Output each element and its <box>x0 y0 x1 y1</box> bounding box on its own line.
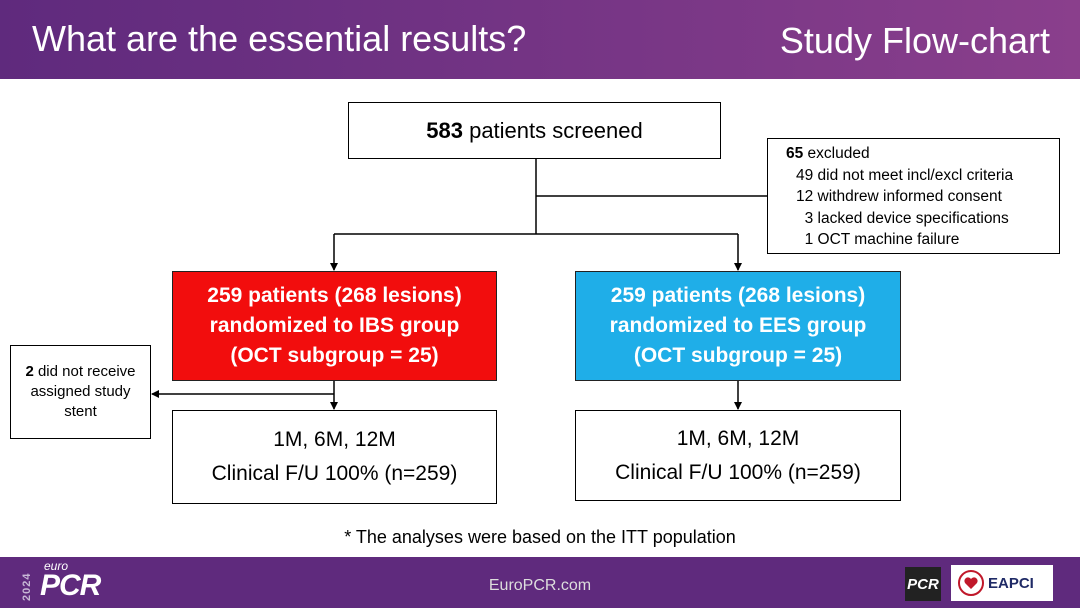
excluded-reason: 49 did not meet incl/excl criteria <box>796 166 1014 184</box>
followup-rate: Clinical F/U 100% (n=259) <box>615 460 861 484</box>
excluded-label: excluded <box>803 145 870 162</box>
excluded-reason: 3 lacked device specifications <box>796 209 1009 227</box>
excluded-box: 65 excluded 49 did not meet incl/excl cr… <box>767 138 1060 254</box>
ees-line: (OCT subgroup = 25) <box>633 344 843 367</box>
excluded-reason: 1 OCT machine failure <box>796 231 960 248</box>
screened-box: 583 patients screened <box>348 102 721 159</box>
ees-group-box: 259 patients (268 lesions) randomized to… <box>575 271 901 381</box>
screened-label: patients screened <box>462 117 643 143</box>
europcr-logo: PCR <box>40 569 101 602</box>
footnote: * The analyses were based on the ITT pop… <box>344 527 736 547</box>
followup-ees-box: 1M, 6M, 12M Clinical F/U 100% (n=259) <box>575 410 901 501</box>
followup-ibs-box: 1M, 6M, 12M Clinical F/U 100% (n=259) <box>172 410 497 504</box>
not-received-count: 2 <box>25 363 34 380</box>
excluded-reason: 12 withdrew informed consent <box>796 188 1002 205</box>
ees-line: 259 patients (268 lesions) <box>610 284 866 307</box>
not-received-text: did not receive <box>33 363 136 380</box>
logo-euro: euro <box>44 559 69 573</box>
excluded-header: 65 excluded <box>786 143 1059 165</box>
screened-count: 583 <box>426 117 463 143</box>
slide-title: What are the essential results? <box>32 18 527 59</box>
not-received-box: 2 did not receive assigned study stent <box>10 345 151 439</box>
footer-bar: 2024 euro PCR EuroPCR.com PCR EAPCI <box>0 557 1080 608</box>
ees-line: randomized to EES group <box>609 314 867 337</box>
not-received-line: assigned study <box>30 383 131 400</box>
eapci-logo: EAPCI <box>951 565 1053 601</box>
ibs-line: randomized to IBS group <box>209 314 460 337</box>
excluded-count: 65 <box>786 145 804 162</box>
footer-url[interactable]: EuroPCR.com <box>488 577 592 594</box>
screened-text: 583 patients screened <box>426 118 643 144</box>
ibs-line: (OCT subgroup = 25) <box>230 344 439 367</box>
header-bar: What are the essential results? Study Fl… <box>0 0 1080 79</box>
not-received-line: 2 did not receive <box>25 362 135 382</box>
ibs-line: 259 patients (268 lesions) <box>207 284 462 307</box>
eapci-text: EAPCI <box>988 574 1034 592</box>
not-received-line: stent <box>64 403 97 420</box>
followup-timepoints: 1M, 6M, 12M <box>676 426 800 450</box>
followup-timepoints: 1M, 6M, 12M <box>273 428 396 451</box>
heart-icon <box>958 570 984 596</box>
pcr-badge-logo: PCR <box>905 567 941 601</box>
followup-rate: Clinical F/U 100% (n=259) <box>211 462 458 485</box>
section-title: Study Flow-chart <box>779 20 1050 61</box>
ibs-group-box: 259 patients (268 lesions) randomized to… <box>172 271 497 381</box>
